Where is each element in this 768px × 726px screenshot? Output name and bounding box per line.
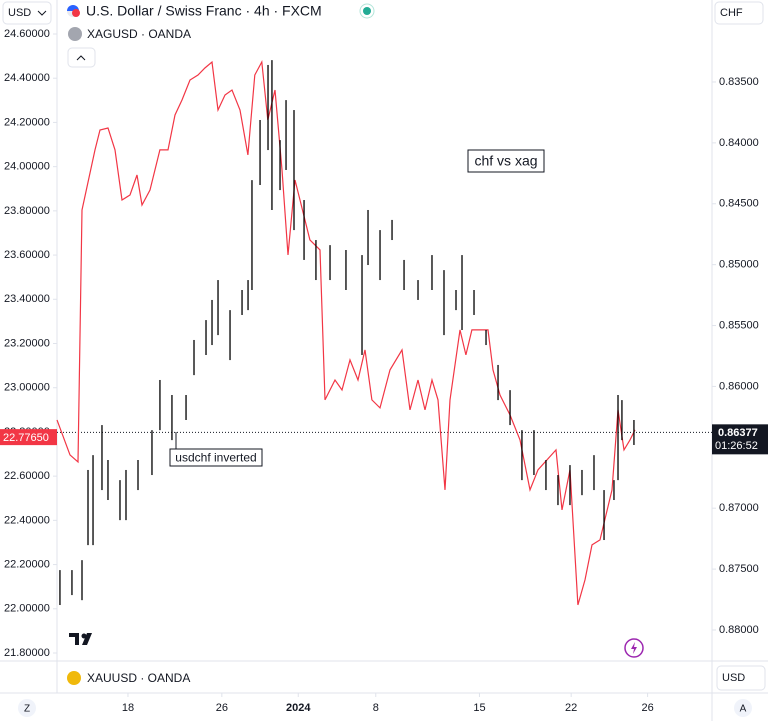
collapse-button[interactable] bbox=[67, 47, 96, 68]
y2-tick-label: 0.85000 bbox=[719, 259, 759, 271]
y-tick-label: 24.00000 bbox=[4, 161, 50, 173]
symbol-icon bbox=[68, 27, 82, 41]
y2-tick-label: 0.85500 bbox=[719, 319, 759, 331]
y2-tick-label: 0.84500 bbox=[719, 198, 759, 210]
x-tick-label: 18 bbox=[122, 702, 134, 714]
price-line bbox=[56, 59, 636, 606]
y-tick-label: 22.40000 bbox=[4, 514, 50, 526]
y-tick-label: 22.20000 bbox=[4, 558, 50, 570]
settings-icon: A bbox=[740, 704, 747, 715]
annotation: chf vs xag bbox=[474, 153, 537, 169]
alert-icon bbox=[631, 642, 637, 654]
y2-tick-label: 0.84000 bbox=[719, 137, 759, 149]
y2-tick-label: 0.87000 bbox=[719, 502, 759, 514]
y-tick-label: 23.60000 bbox=[4, 249, 50, 261]
y-tick-label: 23.00000 bbox=[4, 382, 50, 394]
chevron bbox=[37, 10, 47, 16]
currency-button[interactable] bbox=[716, 665, 766, 691]
annotation-box bbox=[467, 149, 545, 173]
y2-tick-label: 0.88000 bbox=[719, 624, 759, 636]
y2-tick-label: 0.83500 bbox=[719, 76, 759, 88]
annotation-box bbox=[169, 448, 263, 467]
y-tick-label: 23.40000 bbox=[4, 293, 50, 305]
countdown: 01:26:52 bbox=[715, 440, 758, 452]
last-price-badge bbox=[0, 429, 57, 446]
settings-button[interactable] bbox=[734, 699, 752, 717]
currency-button[interactable] bbox=[714, 1, 764, 25]
x-tick-label: 22 bbox=[565, 702, 577, 714]
y-tick-label: 24.40000 bbox=[4, 72, 50, 84]
symbol-icon bbox=[67, 671, 81, 685]
x-tick-label: 15 bbox=[473, 702, 485, 714]
z-label: Z bbox=[24, 704, 30, 715]
last-price-badge bbox=[712, 424, 768, 455]
x-tick-label: 26 bbox=[216, 702, 228, 714]
annotation: usdchf inverted bbox=[175, 451, 256, 465]
last-price-label: 0.86377 bbox=[718, 427, 758, 439]
x-tick-label: 26 bbox=[641, 702, 653, 714]
currency-button[interactable] bbox=[2, 1, 52, 25]
y-tick-label: 23.80000 bbox=[4, 205, 50, 217]
series-legend[interactable]: XAGUSD · OANDA bbox=[87, 27, 191, 41]
currency-label: USD bbox=[8, 7, 31, 19]
market-open-dot bbox=[359, 3, 375, 19]
last-price-label: 22.77650 bbox=[3, 432, 49, 444]
y-tick-label: 24.20000 bbox=[4, 116, 50, 128]
market-open-dot bbox=[363, 7, 371, 15]
x-tick-label: 2024 bbox=[286, 702, 311, 714]
y-tick-label: 24.60000 bbox=[4, 28, 50, 40]
currency-label: CHF bbox=[720, 7, 743, 19]
y-tick-label: 21.80000 bbox=[4, 647, 50, 659]
logo bbox=[81, 633, 87, 639]
chevron bbox=[76, 55, 86, 61]
pane-label[interactable]: XAUUSD · OANDA bbox=[87, 671, 190, 685]
x-tick-label: 8 bbox=[373, 702, 379, 714]
y-tick-label: 22.60000 bbox=[4, 470, 50, 482]
symbol-icon bbox=[72, 9, 80, 17]
y2-tick-label: 0.87500 bbox=[719, 563, 759, 575]
currency-label: USD bbox=[722, 672, 745, 684]
y-tick-label: 23.20000 bbox=[4, 337, 50, 349]
y2-tick-label: 0.86000 bbox=[719, 380, 759, 392]
z-button[interactable] bbox=[18, 699, 36, 717]
main-legend[interactable]: U.S. Dollar / Swiss Franc · 4h · FXCM bbox=[86, 3, 322, 19]
y-tick-label: 22.00000 bbox=[4, 603, 50, 615]
